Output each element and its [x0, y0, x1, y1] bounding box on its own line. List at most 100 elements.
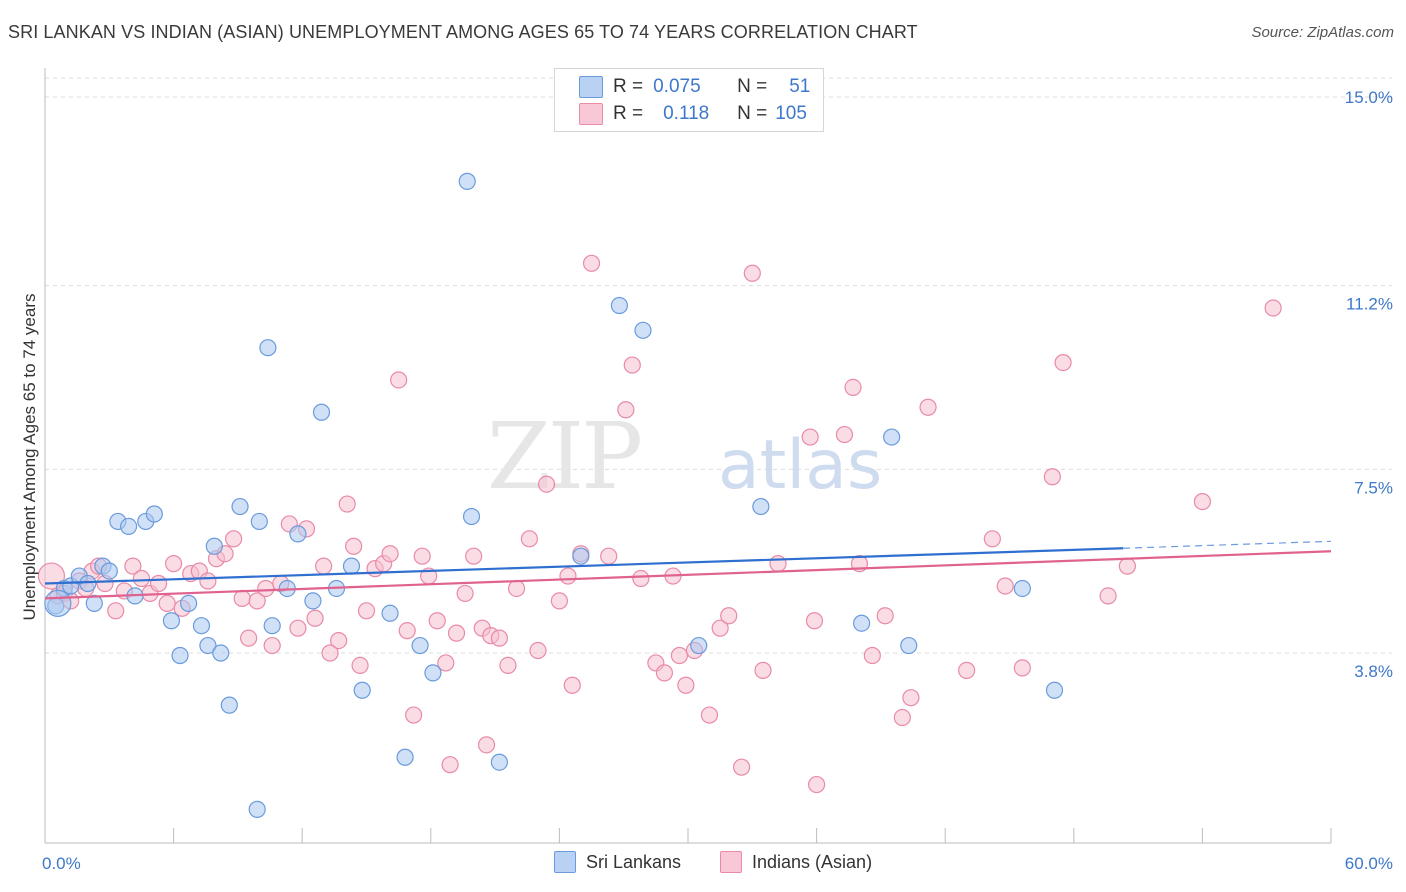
x-tick-label: 0.0% — [42, 854, 81, 873]
sri-lankans-point — [1045, 681, 1064, 699]
sri-lankans-point — [180, 594, 198, 612]
indians-asian-point — [330, 631, 348, 650]
legend-swatch-pink — [720, 851, 742, 873]
indians-asian-point — [107, 602, 125, 620]
indians-asian-point — [1099, 587, 1117, 605]
legend-item-indians-asian: Indians (Asian) — [720, 851, 872, 873]
tick-labels: 3.8% 7.5% 11.2% 15.0% 0.0% 60.0% — [42, 88, 1393, 873]
sri-lankans-point — [312, 403, 331, 421]
legend-row-sri-lankans: R = 0.075 N = 51 — [579, 74, 810, 100]
sri-lankans-point — [263, 617, 281, 635]
sri-lankans-point — [212, 644, 230, 662]
indians-asian-point — [447, 624, 466, 642]
indians-asian-point — [199, 572, 217, 590]
sri-lankans-point — [462, 507, 481, 526]
sri-lankans-point — [853, 614, 871, 632]
indians-asian-point — [893, 708, 911, 727]
indians-asian-point — [769, 555, 787, 573]
correlation-legend: R = 0.075 N = 51 R = 0.118 N = 105 — [554, 68, 824, 132]
indians-asian-point — [248, 592, 266, 610]
y-tick-label: 11.2% — [1346, 295, 1393, 314]
y-tick-label: 15.0% — [1345, 88, 1393, 107]
indians-asian-point — [537, 475, 556, 493]
indians-asian-point — [807, 775, 826, 794]
grid-layer — [45, 77, 1392, 654]
indians-asian-point — [289, 619, 307, 637]
sri-lankans-point — [424, 664, 442, 682]
indians-asian-point — [477, 736, 496, 754]
indians-asian-point — [257, 579, 275, 598]
sri-lankans-points — [44, 172, 1064, 818]
indians-asian-point — [919, 398, 937, 416]
indians-asian-point — [315, 557, 333, 575]
sri-lankans-point — [79, 574, 97, 593]
n-label: N = — [737, 76, 768, 97]
indians-asian-point — [720, 607, 738, 625]
sri-lankans-point — [205, 537, 223, 555]
indians-asian-point — [405, 706, 423, 724]
y-tick-label: 7.5% — [1354, 478, 1393, 497]
indians-asian-point — [983, 530, 1001, 548]
indians-asian-point — [456, 584, 474, 603]
indians-asian-point — [158, 594, 176, 612]
sri-lankans-point — [883, 428, 901, 446]
indians-asian-point — [124, 557, 142, 575]
indians-asian-point — [1054, 353, 1072, 372]
indians-asian-point — [677, 676, 695, 694]
indians-asian-point — [165, 555, 183, 573]
sri-lankans-point — [250, 512, 268, 531]
sri-lankans-point — [900, 636, 918, 655]
sri-lankans-point — [145, 505, 163, 523]
indians-asian-point — [321, 644, 339, 662]
sri-lankans-point — [220, 696, 238, 714]
indians-asian-point — [617, 401, 635, 419]
indians-asian-point — [805, 612, 824, 630]
y-axis-title: Unemployment Among Ages 65 to 74 years — [20, 293, 39, 621]
indians-asian-point — [655, 664, 674, 682]
legend-row-indians-asian: R = 0.118 N = 105 — [579, 101, 807, 127]
indians-asian-point — [441, 756, 459, 774]
indians-asian-point — [835, 425, 854, 444]
sri-lankans-point — [162, 612, 181, 630]
sri-lankans-point — [353, 681, 371, 699]
legend-swatch-blue — [579, 76, 603, 98]
indians-asian-point — [1193, 492, 1212, 511]
sri-lankans-point — [289, 525, 307, 543]
sri-lankans-point — [690, 636, 708, 655]
sri-lankans-point — [192, 617, 211, 635]
indians-asian-point — [357, 602, 376, 620]
sri-lankans-trend-line — [44, 547, 1124, 585]
indians-asian-point — [732, 758, 751, 776]
sri-lankans-point — [119, 517, 138, 536]
indians-asian-point — [345, 537, 363, 555]
indians-asian-point — [520, 530, 538, 548]
indians-asian-point — [996, 577, 1014, 595]
indians-asian-point — [670, 646, 689, 665]
indians-asian-point — [902, 689, 920, 707]
indians-asian-point — [700, 706, 719, 724]
indians-asian-point — [381, 545, 399, 563]
indians-asian-point — [132, 569, 151, 588]
sri-lankans-point — [381, 604, 399, 622]
watermark-zip: ZIP — [487, 403, 640, 510]
indians-asian-point — [351, 656, 369, 675]
r-label: R = — [613, 103, 644, 124]
indians-asian-point — [623, 356, 641, 374]
sri-lankans-point — [610, 296, 629, 315]
legend-swatch-blue — [554, 851, 576, 873]
legend-item-sri-lankans: Sri Lankans — [554, 851, 681, 873]
n-value: 105 — [775, 103, 807, 124]
r-label: R = — [613, 76, 644, 97]
legend-swatch-pink — [579, 103, 603, 125]
r-value: 0.118 — [663, 103, 710, 124]
indians-asian-point — [338, 495, 356, 513]
indians-asian-point — [582, 254, 601, 272]
indians-asian-point — [225, 530, 243, 548]
indians-asian-point — [863, 646, 881, 665]
trend-lines — [44, 540, 1332, 600]
sri-lankans-point — [396, 748, 414, 766]
indians-asian-points — [37, 254, 1282, 794]
indians-asian-point — [743, 264, 761, 282]
indians-asian-point — [1043, 468, 1061, 486]
indians-asian-point — [559, 567, 577, 585]
